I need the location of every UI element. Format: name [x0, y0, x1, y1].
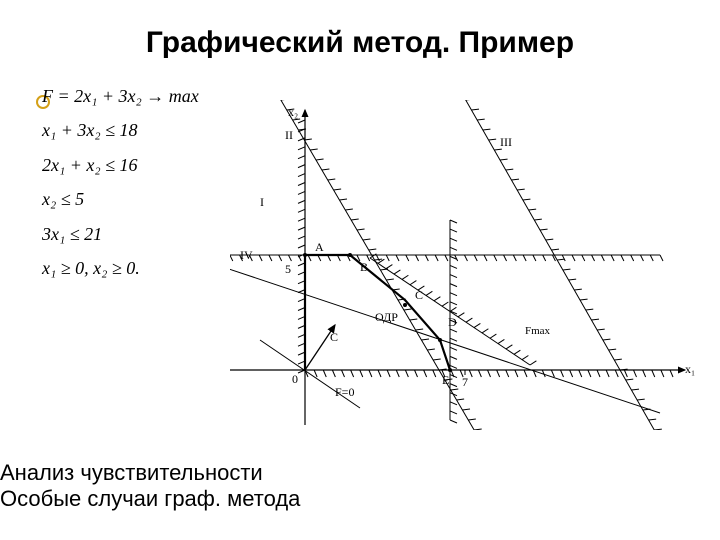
page-title: Графический метод. Пример: [0, 0, 720, 60]
formula-c4: 3x₁ ≤ 21: [42, 218, 199, 250]
label-x7: 7: [462, 375, 468, 390]
label-E: E: [442, 373, 449, 388]
constraint-formulas: F = 2x₁ + 3x₂ → max x₁ + 3x₂ ≤ 18 2x₁ + …: [42, 80, 199, 286]
label-C: C: [415, 288, 423, 303]
label-A: A: [315, 240, 324, 255]
label-IV: IV: [240, 248, 253, 263]
footer-line1: Анализ чувствительности: [0, 460, 300, 486]
label-II: II: [285, 128, 293, 143]
label-I: I: [260, 195, 264, 210]
lp-chart: x₂ x₁ 0 I II III IV A B C D E 5 7 ОДР C …: [230, 100, 700, 430]
label-B: B: [360, 260, 368, 275]
label-fmax: Fmax: [525, 325, 550, 337]
footer-line2: Особые случаи граф. метода: [0, 486, 300, 512]
label-y5: 5: [285, 262, 291, 277]
formula-objective: F = 2x₁ + 3x₂ → max: [42, 80, 199, 112]
footer-text: Анализ чувствительности Особые случаи гр…: [0, 460, 300, 512]
axis-x-label: x₁: [685, 362, 695, 377]
formula-c2: 2x₁ + x₂ ≤ 16: [42, 149, 199, 181]
formula-c5: x₁ ≥ 0, x₂ ≥ 0.: [42, 252, 199, 284]
label-D: D: [448, 315, 457, 330]
axis-y-label: x₂: [288, 105, 298, 120]
label-odr: ОДР: [375, 310, 398, 325]
origin-label: 0: [292, 372, 298, 387]
label-III: III: [500, 135, 512, 150]
label-f0: F=0: [335, 385, 354, 400]
label-cvec: C: [330, 330, 338, 345]
formula-c3: x₂ ≤ 5: [42, 183, 199, 215]
formula-c1: x₁ + 3x₂ ≤ 18: [42, 114, 199, 146]
